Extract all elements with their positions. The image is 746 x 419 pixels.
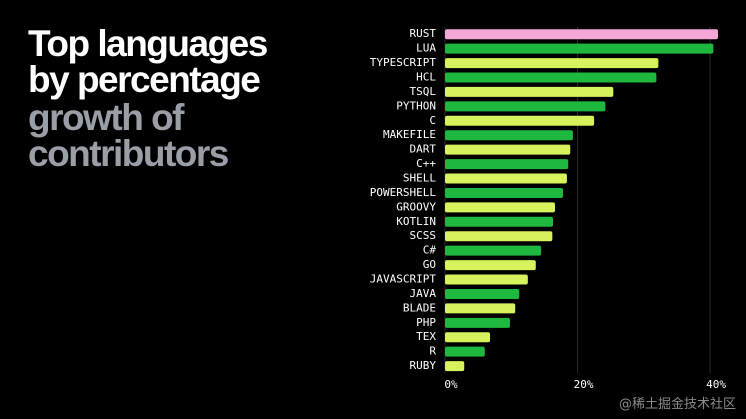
bar bbox=[445, 72, 657, 83]
bar bbox=[445, 361, 465, 372]
bar bbox=[445, 43, 714, 54]
y-tick-label: LUA bbox=[416, 42, 436, 55]
bar bbox=[445, 346, 485, 357]
bar bbox=[445, 317, 510, 328]
y-tick-label: TYPESCRIPT bbox=[370, 56, 437, 69]
y-tick-label: C bbox=[429, 114, 436, 127]
y-tick-label: C++ bbox=[416, 157, 436, 170]
y-tick-label: KOTLIN bbox=[396, 215, 436, 228]
y-tick-label: PHP bbox=[416, 316, 436, 329]
bar bbox=[445, 303, 516, 314]
bar bbox=[445, 58, 659, 69]
x-tick-label: 40% bbox=[706, 378, 726, 391]
y-tick-label: SHELL bbox=[403, 172, 436, 185]
bar bbox=[445, 260, 536, 271]
y-tick-label: SCSS bbox=[410, 229, 437, 242]
y-tick-label: RUST bbox=[410, 27, 437, 40]
bar bbox=[445, 115, 595, 126]
y-tick-label: BLADE bbox=[403, 301, 436, 314]
y-tick-label: DART bbox=[410, 143, 437, 156]
bar bbox=[445, 288, 520, 299]
bar bbox=[445, 159, 569, 170]
bar bbox=[445, 130, 573, 141]
y-tick-label: TEX bbox=[416, 330, 436, 343]
bar bbox=[445, 173, 567, 184]
y-tick-label: RUBY bbox=[410, 359, 437, 372]
y-tick-label: TSQL bbox=[410, 85, 437, 98]
y-tick-label: GROOVY bbox=[396, 200, 436, 213]
y-tick-label: MAKEFILE bbox=[383, 128, 436, 141]
bar bbox=[445, 332, 491, 343]
watermark: @稀土掘金技术社区 bbox=[619, 396, 736, 412]
y-tick-label: C# bbox=[423, 244, 437, 257]
bar bbox=[445, 187, 563, 198]
bar bbox=[445, 245, 542, 256]
bar bbox=[445, 216, 554, 227]
x-tick-label: 20% bbox=[574, 378, 594, 391]
bar bbox=[445, 202, 555, 213]
bar bbox=[445, 274, 528, 285]
y-tick-label: GO bbox=[423, 258, 436, 271]
y-tick-label: PYTHON bbox=[396, 99, 436, 112]
y-tick-label: JAVASCRIPT bbox=[370, 273, 437, 286]
y-tick-label: R bbox=[429, 345, 436, 358]
y-tick-label: JAVA bbox=[410, 287, 437, 300]
y-tick-label: POWERSHELL bbox=[370, 186, 437, 199]
x-tick-label: 0% bbox=[444, 378, 458, 391]
y-tick-label: HCL bbox=[416, 71, 436, 84]
bar bbox=[445, 86, 614, 97]
chart-title: Top languages by percentage bbox=[28, 23, 268, 100]
bar bbox=[445, 231, 553, 242]
bar bbox=[445, 29, 719, 40]
bar bbox=[445, 144, 571, 155]
bar bbox=[445, 101, 606, 112]
chart-subtitle: growth of contributors bbox=[28, 97, 229, 174]
